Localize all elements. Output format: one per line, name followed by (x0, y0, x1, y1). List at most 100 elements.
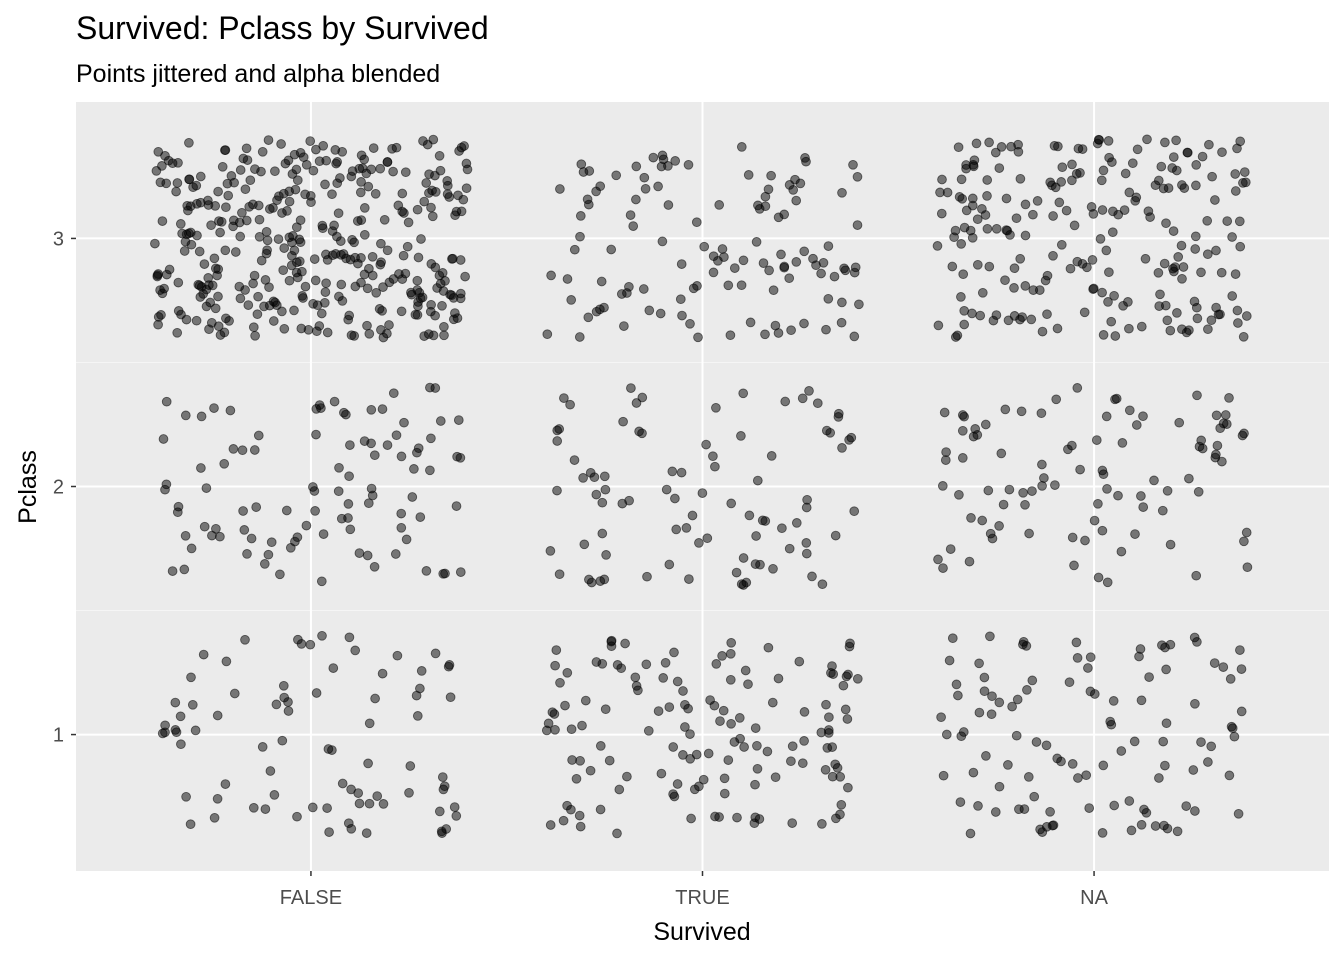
data-point (1037, 326, 1048, 337)
data-point (1172, 826, 1183, 837)
data-point (1051, 394, 1062, 405)
data-point (1015, 253, 1026, 264)
data-point (186, 239, 197, 250)
data-point (359, 203, 370, 213)
data-point (974, 707, 985, 718)
data-point (1225, 674, 1236, 684)
data-point (639, 172, 650, 183)
data-point (382, 440, 393, 450)
data-point (359, 436, 370, 446)
data-point (195, 171, 206, 182)
data-point (961, 205, 972, 216)
data-point (600, 484, 611, 495)
data-point (830, 530, 841, 541)
data-point (271, 699, 282, 710)
data-point (1237, 430, 1248, 441)
data-point (437, 268, 448, 278)
data-point (932, 241, 943, 251)
data-point (259, 559, 270, 569)
data-point (1079, 307, 1090, 318)
data-point (161, 178, 172, 189)
data-point (181, 791, 191, 802)
data-point (261, 248, 272, 259)
data-point (442, 189, 453, 199)
data-point (752, 475, 763, 486)
data-point (1116, 746, 1127, 756)
data-point (1236, 664, 1247, 674)
data-point (214, 216, 224, 226)
data-point (1065, 263, 1076, 274)
data-point (366, 164, 377, 175)
data-point (994, 697, 1005, 708)
data-point (970, 424, 981, 434)
y-axis-title: Pclass (14, 450, 42, 524)
data-point (1042, 309, 1052, 320)
data-point (637, 392, 648, 403)
data-point (545, 820, 556, 830)
data-point (786, 325, 796, 336)
data-point (249, 445, 260, 455)
data-point (591, 186, 601, 197)
data-point (1221, 419, 1232, 429)
data-point (676, 259, 687, 269)
data-point (578, 473, 588, 483)
data-point (1220, 410, 1231, 420)
data-point (935, 187, 945, 198)
data-point (1083, 663, 1093, 673)
data-point (1161, 218, 1171, 229)
data-point (1052, 323, 1063, 334)
data-point (437, 300, 447, 311)
data-point (228, 221, 238, 232)
data-point (343, 818, 354, 829)
data-point (160, 150, 170, 161)
data-point (1184, 473, 1194, 484)
data-point (567, 755, 577, 765)
data-point (194, 246, 205, 257)
data-point (1021, 641, 1032, 651)
data-point (153, 319, 163, 330)
data-point (799, 707, 810, 717)
data-point (425, 465, 435, 476)
data-point (710, 811, 720, 822)
data-point (732, 812, 742, 823)
data-point (725, 648, 736, 659)
data-point (981, 751, 991, 761)
data-point (1145, 212, 1155, 222)
data-point (551, 645, 562, 655)
data-point (240, 184, 251, 195)
data-point (369, 450, 380, 461)
data-point (1001, 193, 1012, 204)
data-point (263, 549, 274, 560)
data-point (591, 657, 602, 667)
data-point (1129, 736, 1140, 747)
data-point (1182, 147, 1193, 158)
data-point (937, 174, 947, 185)
data-point (1149, 475, 1159, 486)
data-point (277, 306, 287, 317)
data-point (736, 431, 746, 441)
data-point (150, 238, 160, 249)
data-point (956, 731, 967, 742)
data-point (1235, 645, 1245, 655)
data-point (670, 156, 681, 166)
data-point (604, 755, 615, 766)
data-point (1203, 324, 1213, 335)
data-point (822, 743, 833, 753)
data-point (1230, 169, 1241, 179)
data-point (284, 232, 295, 243)
x-tick-label: FALSE (280, 887, 342, 909)
data-point (686, 813, 696, 824)
data-point (828, 669, 839, 679)
data-point (1124, 323, 1134, 334)
data-point (173, 306, 184, 316)
data-point (751, 237, 762, 247)
data-point (224, 316, 234, 326)
data-point (424, 188, 434, 198)
data-point (1103, 297, 1113, 307)
data-point (1196, 435, 1207, 446)
data-point (965, 828, 976, 839)
data-point (849, 506, 860, 517)
data-point (743, 679, 753, 690)
data-point (936, 712, 946, 723)
data-point (333, 486, 344, 497)
